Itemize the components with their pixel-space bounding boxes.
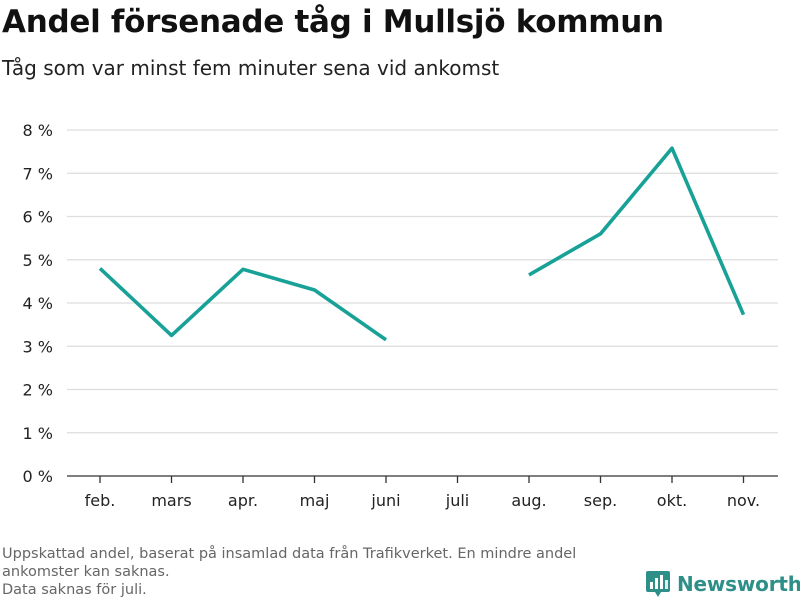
series-line bbox=[528, 146, 746, 316]
x-tick-label: feb. bbox=[85, 491, 116, 510]
y-tick-label: 6 % bbox=[23, 208, 53, 227]
y-tick-label: 2 % bbox=[23, 381, 53, 400]
footnote-line: Data saknas för juli. bbox=[2, 582, 147, 598]
y-axis-labels: 0 % 1 % 2 % 3 % 4 % 5 % 6 % 7 % 8 % bbox=[23, 121, 53, 486]
footnote-line: Uppskattad andel, baserat på insamlad da… bbox=[2, 546, 577, 562]
series-line bbox=[98, 267, 388, 342]
x-tick-label: aug. bbox=[511, 491, 546, 510]
x-axis: feb. mars apr. maj juni juli aug. sep. okt. nov. bbox=[67, 475, 778, 510]
newsworthy-logo-icon bbox=[646, 571, 670, 597]
brand-logo: Newsworthy bbox=[645, 569, 800, 599]
x-tick-label: maj bbox=[300, 491, 330, 510]
footnote-line: ankomster kan saknas. bbox=[2, 564, 170, 580]
gridlines bbox=[67, 129, 778, 434]
chart-title: Andel försenade tåg i Mullsjö kommun bbox=[2, 4, 664, 40]
x-tick-label: apr. bbox=[228, 491, 258, 510]
y-tick-label: 4 % bbox=[23, 294, 53, 313]
series-lines bbox=[98, 146, 746, 342]
y-tick-label: 5 % bbox=[23, 251, 53, 270]
x-tick-label: juni bbox=[370, 491, 400, 510]
footnote: Uppskattad andel, baserat på insamlad da… bbox=[2, 545, 642, 599]
y-tick-label: 0 % bbox=[23, 467, 53, 486]
y-tick-label: 3 % bbox=[23, 337, 53, 356]
brand-name: Newsworthy bbox=[677, 572, 800, 596]
y-tick-label: 1 % bbox=[23, 424, 53, 443]
chart-subtitle: Tåg som var minst fem minuter sena vid a… bbox=[2, 56, 500, 80]
x-tick-label: sep. bbox=[584, 491, 617, 510]
x-tick-label: mars bbox=[151, 491, 191, 510]
x-tick-label: juli bbox=[445, 491, 469, 510]
x-tick-label: okt. bbox=[657, 491, 687, 510]
y-tick-label: 7 % bbox=[23, 164, 53, 183]
x-tick-label: nov. bbox=[727, 491, 760, 510]
y-tick-label: 8 % bbox=[23, 121, 53, 140]
